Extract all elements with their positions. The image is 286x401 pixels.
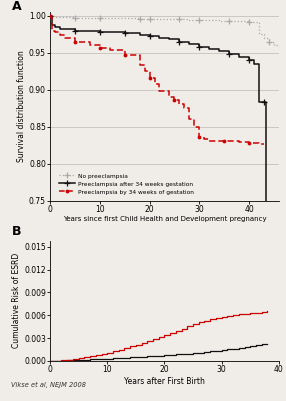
- Y-axis label: Survival distribution function: Survival distribution function: [17, 51, 26, 162]
- Text: Vikse et al, NEJM 2008: Vikse et al, NEJM 2008: [11, 382, 86, 388]
- Y-axis label: Cumulative Risk of ESRD: Cumulative Risk of ESRD: [12, 253, 21, 348]
- X-axis label: Years after First Birth: Years after First Birth: [124, 377, 205, 386]
- Text: B: B: [12, 225, 22, 237]
- Text: A: A: [12, 0, 22, 13]
- X-axis label: Years since first Child Health and Development pregnancy: Years since first Child Health and Devel…: [63, 217, 266, 223]
- Legend: No preeclampsia, Preeclampsia after 34 weeks gestation, Preeclampsia by 34 weeks: No preeclampsia, Preeclampsia after 34 w…: [57, 172, 195, 196]
